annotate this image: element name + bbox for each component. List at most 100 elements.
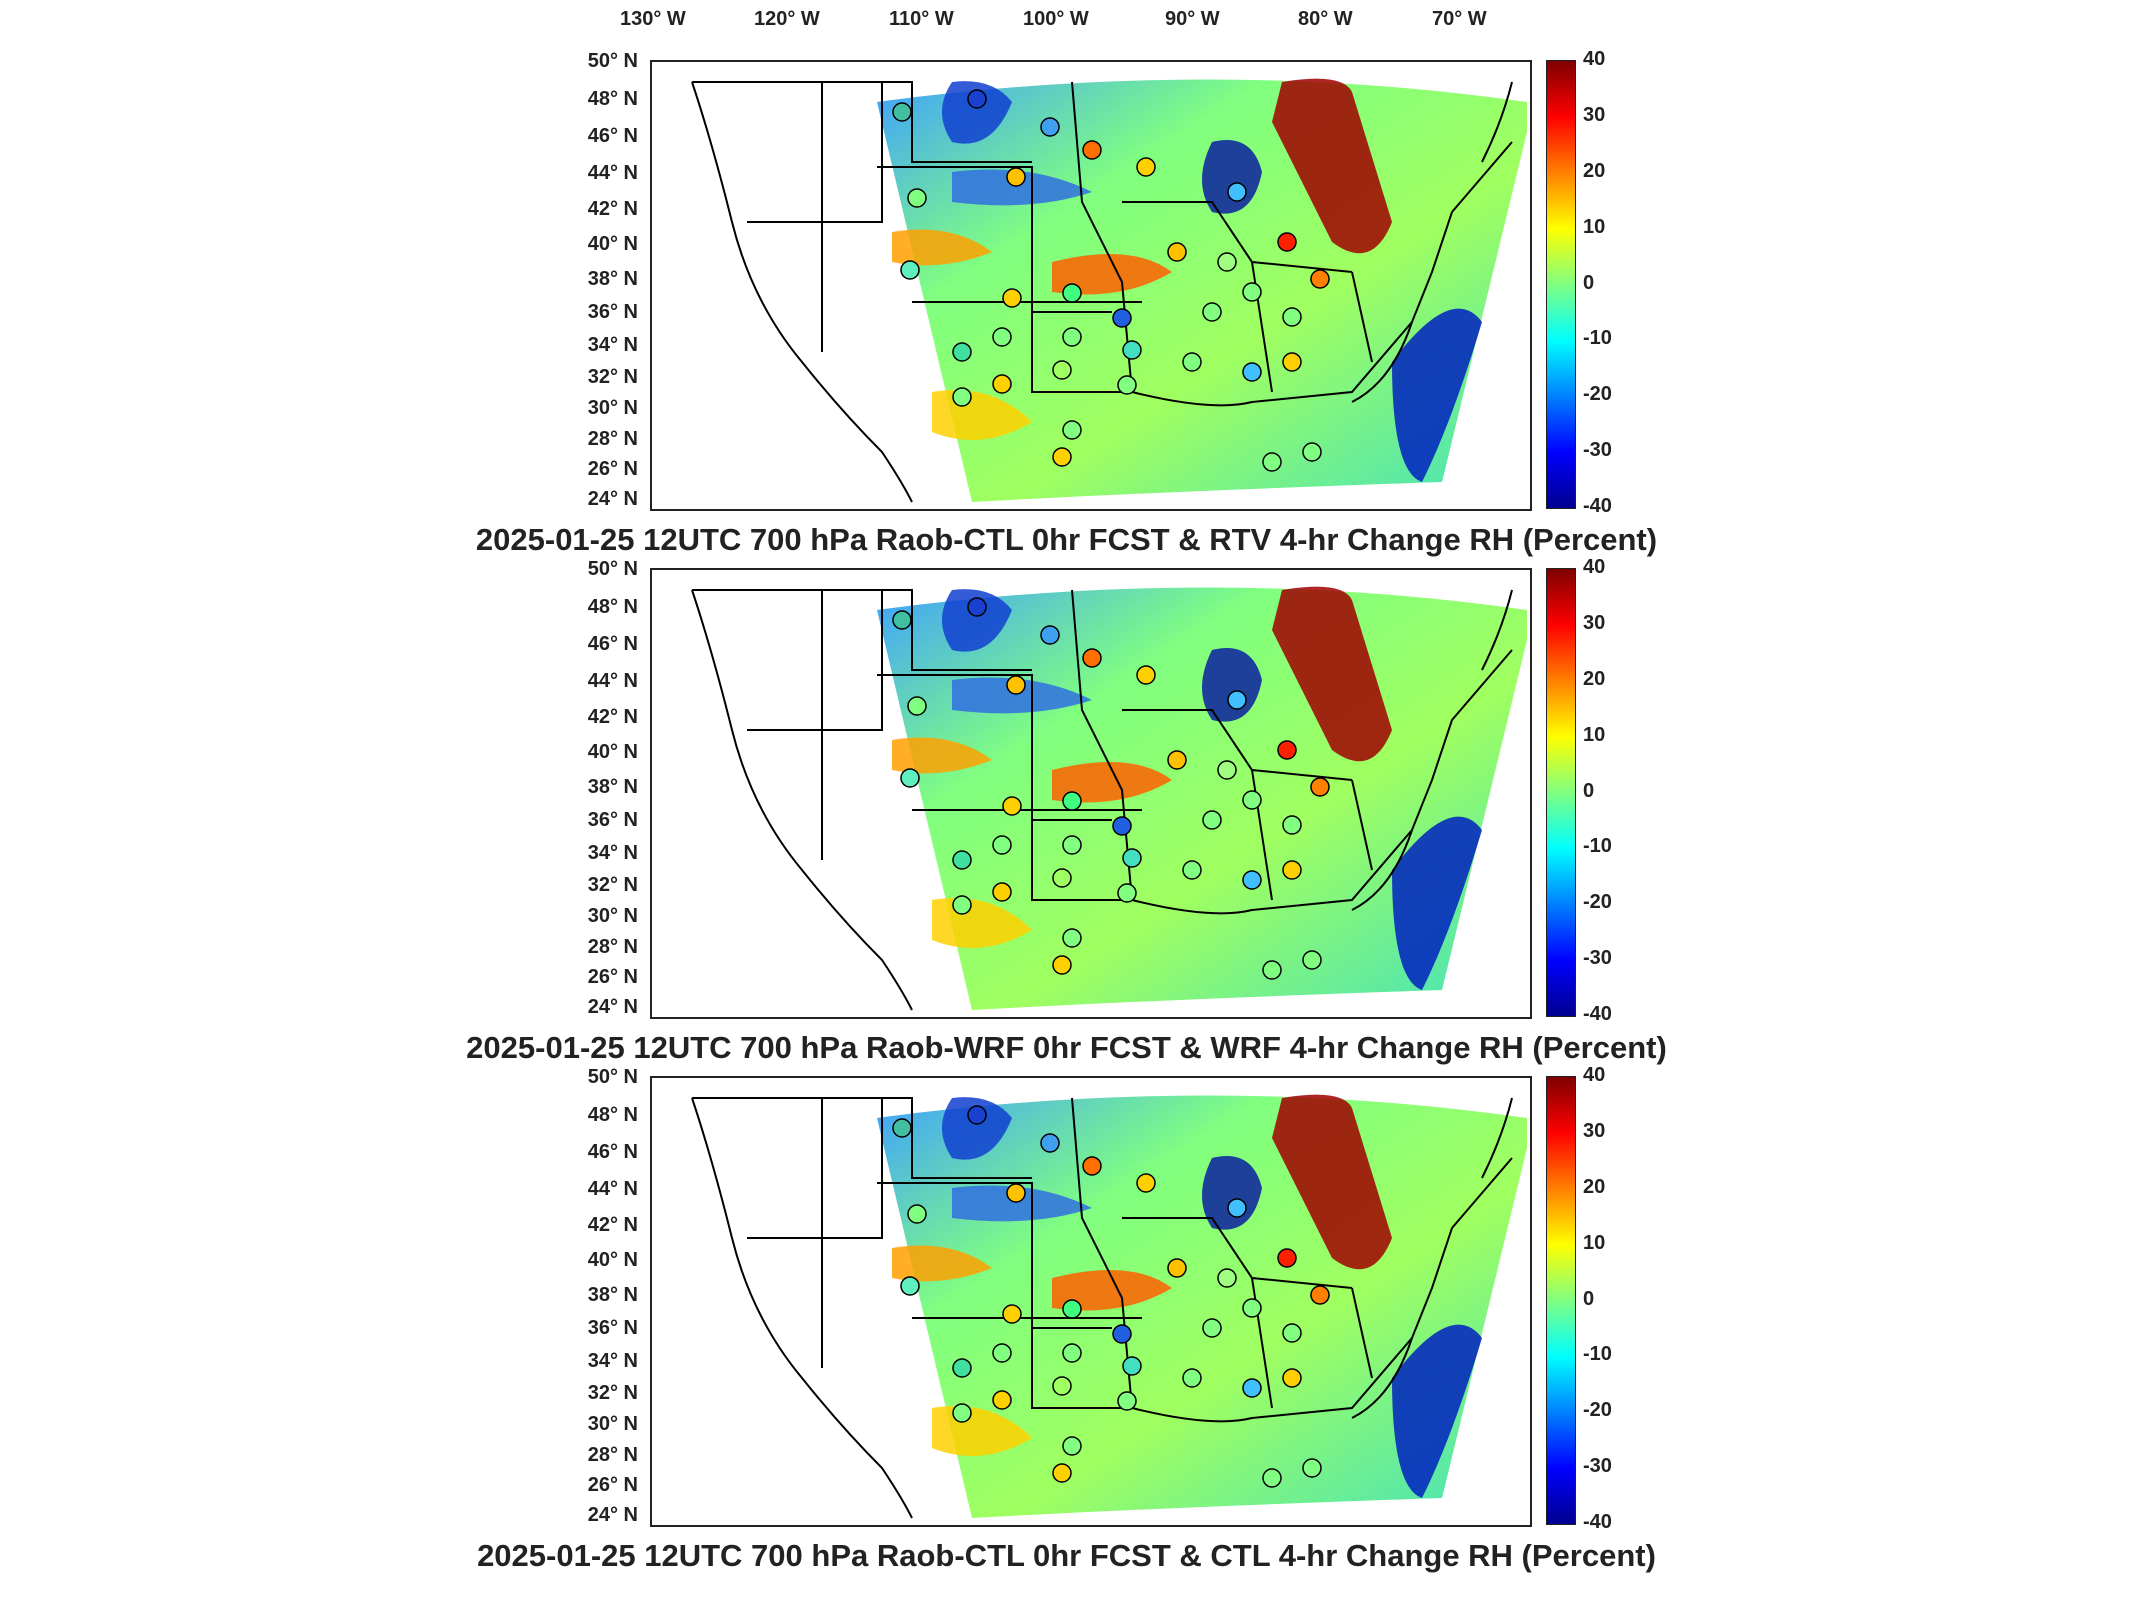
colorbar-tick-label: 0 (1583, 779, 1595, 802)
raob-station-marker (1082, 1156, 1102, 1176)
lon-label-70w: 70° W (1432, 8, 1487, 30)
raob-station-marker (1282, 860, 1302, 880)
raob-station-marker (1122, 848, 1142, 868)
boundary-line (1122, 201, 1353, 273)
moist-area-plains (1052, 1270, 1172, 1311)
lat-label: 24° N (587, 1504, 638, 1526)
boundary-line (1122, 709, 1353, 781)
raob-station-marker (992, 327, 1012, 347)
raob-station-marker (1277, 232, 1297, 252)
boundary-line (821, 82, 883, 223)
raob-station-marker (1182, 1368, 1202, 1388)
raob-station-marker (1310, 777, 1330, 797)
raob-station-marker (1117, 1391, 1137, 1411)
colorbar-tick-label: 40 (1583, 556, 1606, 578)
boundary-line (747, 221, 823, 352)
raob-station-marker (1062, 420, 1082, 440)
colorbar-tick-label: -10 (1583, 835, 1612, 858)
dry-streak (952, 677, 1092, 714)
dry-area-north (942, 81, 1012, 144)
colorbar-tick-label: 0 (1583, 1287, 1595, 1310)
raob-station-marker (952, 387, 972, 407)
raob-station-marker (992, 1390, 1012, 1410)
lat-label: 32° N (587, 1382, 638, 1404)
lat-label: 26° N (587, 966, 638, 988)
raob-station-marker (1117, 883, 1137, 903)
boundary-line (1481, 589, 1513, 671)
colorbar-tick-label: 10 (1583, 1231, 1606, 1254)
raob-station-marker (1002, 288, 1022, 308)
boundary-line (692, 1097, 1032, 1179)
raob-station-marker (1082, 140, 1102, 160)
raob-station-marker (1282, 1368, 1302, 1388)
colorbar-tick-label: -40 (1583, 1003, 1612, 1025)
raob-station-marker (952, 342, 972, 362)
lat-label: 28° N (587, 936, 638, 958)
raob-station-marker (1052, 868, 1072, 888)
boundary-line (747, 729, 823, 860)
lat-label: 50° N (587, 50, 638, 72)
raob-station-marker (1002, 1304, 1022, 1324)
boundary-line (877, 674, 1112, 821)
raob-station-marker (952, 1358, 972, 1378)
boundary-line (1031, 1328, 1132, 1409)
boundary-line (1351, 779, 1373, 871)
moist-band (1272, 1094, 1392, 1270)
raob-station-marker (1217, 1268, 1237, 1288)
lat-label: 24° N (587, 488, 638, 510)
raob-station-marker (1242, 870, 1262, 890)
map-panel-1 (650, 60, 1532, 511)
raob-station-marker (1006, 167, 1026, 187)
raob-station-marker (1052, 360, 1072, 380)
moist-area-plains (1052, 254, 1172, 295)
colorbar (1546, 60, 1576, 509)
rh-change-map (691, 78, 1527, 503)
lat-label: 28° N (587, 428, 638, 450)
colorbar-tick-label: 10 (1583, 215, 1606, 238)
lat-label: 34° N (587, 1350, 638, 1372)
lake-dry-area (1202, 140, 1262, 214)
colorbar-tick-label: 20 (1583, 1175, 1606, 1198)
boundary-line (1351, 1337, 1413, 1419)
boundary-line (1351, 271, 1373, 363)
raob-station-marker (1117, 375, 1137, 395)
raob-station-marker (1302, 950, 1322, 970)
raob-station-marker (1242, 282, 1262, 302)
colorbar-tick-label: -30 (1583, 1455, 1612, 1478)
boundary-line (1031, 820, 1132, 901)
raob-station-marker (1122, 340, 1142, 360)
boundary-line (1351, 1287, 1373, 1379)
lat-label: 44° N (587, 162, 638, 184)
raob-station-marker (1242, 1298, 1262, 1318)
raob-station-marker (892, 1118, 912, 1138)
colorbar (1546, 1076, 1576, 1525)
lat-label: 30° N (587, 905, 638, 927)
boundary-line (1351, 829, 1413, 911)
raob-station-marker (1062, 1343, 1082, 1363)
boundary-line (1351, 321, 1413, 403)
lat-label: 38° N (587, 1284, 638, 1306)
raob-station-marker (1227, 182, 1247, 202)
raob-station-marker (1062, 327, 1082, 347)
raob-station-marker (1302, 1458, 1322, 1478)
lat-label: 48° N (587, 596, 638, 618)
raob-station-marker (1282, 1323, 1302, 1343)
lat-label: 48° N (587, 88, 638, 110)
raob-station-marker (1302, 442, 1322, 462)
lat-label: 30° N (587, 397, 638, 419)
raob-station-marker (1182, 352, 1202, 372)
raob-station-marker (952, 1403, 972, 1423)
dry-area-north (942, 589, 1012, 652)
lat-label: 28° N (587, 1444, 638, 1466)
colorbar-tick-label: -40 (1583, 495, 1612, 517)
raob-station-marker (1006, 675, 1026, 695)
boundary-line (691, 1097, 913, 1519)
raob-station-marker (1136, 1173, 1156, 1193)
boundary-line (691, 589, 913, 1011)
lon-label-100w: 100° W (1023, 8, 1089, 30)
lat-label: 48° N (587, 1104, 638, 1126)
boundary-line (877, 1182, 1112, 1329)
lat-label: 26° N (587, 1474, 638, 1496)
colorbar-tick-label: 0 (1583, 271, 1595, 294)
lat-label: 34° N (587, 842, 638, 864)
